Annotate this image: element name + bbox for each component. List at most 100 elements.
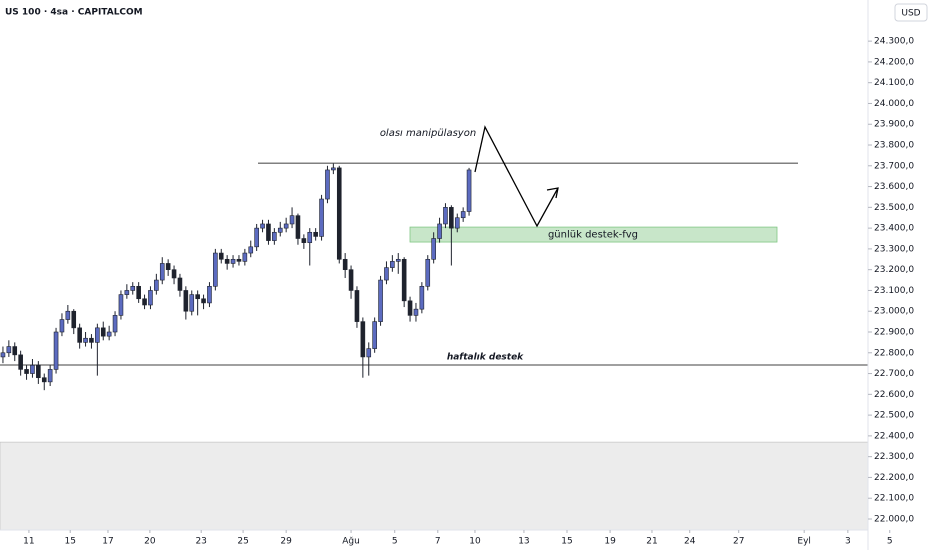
annotation: haftalık destek xyxy=(447,353,524,363)
arrow-head xyxy=(546,187,559,199)
candle-body xyxy=(378,279,383,322)
y-tick-label: 24.200,0 xyxy=(874,57,914,67)
candle-body xyxy=(283,223,289,229)
y-tick-label: 23.000,0 xyxy=(874,307,914,317)
candle-body xyxy=(171,269,177,279)
y-tick-label: 22.800,0 xyxy=(874,348,914,358)
y-tick-label: 22.000,0 xyxy=(874,514,914,524)
x-tick-label: 21 xyxy=(646,537,657,547)
candle-body xyxy=(390,261,395,268)
candle-body xyxy=(307,231,313,243)
candle-body xyxy=(24,369,29,374)
candle-body xyxy=(36,364,41,379)
shaded-region xyxy=(0,441,869,531)
candle-body xyxy=(195,294,200,300)
x-tick-label: 29 xyxy=(280,537,292,547)
candle-body xyxy=(301,238,307,243)
y-tick-label: 23.700,0 xyxy=(874,161,914,171)
candle-body xyxy=(260,223,265,229)
candle-body xyxy=(272,231,277,241)
candle-body xyxy=(331,167,336,171)
x-tick-label: 17 xyxy=(102,537,113,547)
x-tick-label: 7 xyxy=(435,537,441,547)
candle-body xyxy=(425,258,431,287)
candle-body xyxy=(159,263,165,281)
y-tick-label: 22.200,0 xyxy=(874,473,914,483)
candle-body xyxy=(154,279,159,291)
x-tick-label: 25 xyxy=(237,537,248,547)
x-tick-label: 15 xyxy=(64,537,75,547)
candle-body xyxy=(142,298,147,306)
x-tick-label: 11 xyxy=(23,537,34,547)
x-tick-label: Ağu xyxy=(342,537,360,547)
candle-body xyxy=(77,327,82,343)
candle-body xyxy=(213,252,218,287)
candle-body xyxy=(254,227,259,248)
candle-body xyxy=(118,294,124,316)
candle-body xyxy=(266,223,271,241)
candle-body xyxy=(148,290,153,306)
candle-body xyxy=(201,298,206,304)
candle-body xyxy=(419,285,425,310)
candle-body xyxy=(177,277,183,291)
chart-title: US 100 · 4sa · CAPITALCOM xyxy=(5,8,143,18)
x-tick-label: 13 xyxy=(518,537,529,547)
candle-body xyxy=(207,285,212,304)
candle-body xyxy=(242,252,248,262)
price-scale xyxy=(868,0,932,550)
zone-label: günlük destek-fvg xyxy=(548,230,638,241)
x-tick-label: 5 xyxy=(887,537,893,547)
x-tick-label: 20 xyxy=(144,537,156,547)
candle-body xyxy=(454,217,460,229)
candle-body xyxy=(372,321,377,349)
candle-body xyxy=(83,337,88,343)
candle-body xyxy=(100,327,106,337)
y-tick-label: 22.300,0 xyxy=(874,452,914,462)
candle-body xyxy=(336,167,342,260)
y-tick-label: 22.400,0 xyxy=(874,431,914,441)
candle-body xyxy=(342,258,348,270)
currency-box[interactable] xyxy=(894,3,928,22)
x-tick-label: 24 xyxy=(684,537,696,547)
projection-arrow xyxy=(474,125,559,228)
plot-area: günlük destek-fvg xyxy=(0,162,869,531)
candle-body xyxy=(165,263,171,270)
candle-body xyxy=(189,294,195,312)
candle-body xyxy=(366,348,372,358)
candle-body xyxy=(130,285,136,291)
candle-body xyxy=(413,308,419,316)
y-tick-label: 23.200,0 xyxy=(874,265,914,275)
candle-body xyxy=(431,238,436,260)
candle-body xyxy=(218,252,224,260)
candle-body xyxy=(325,169,330,200)
candle-body xyxy=(401,258,407,302)
x-tick-label: 10 xyxy=(469,537,481,547)
candle-body xyxy=(384,267,389,281)
candle-body xyxy=(136,285,141,300)
candle-body xyxy=(18,354,23,370)
y-tick-label: 23.100,0 xyxy=(874,286,914,296)
candle-body xyxy=(313,231,318,237)
candle-body xyxy=(289,215,295,225)
y-tick-label: 23.300,0 xyxy=(874,244,914,254)
candle-body xyxy=(30,364,35,374)
candle-body xyxy=(360,321,366,358)
candle-body xyxy=(71,310,77,329)
candle-body xyxy=(89,337,94,343)
candle-body xyxy=(407,300,413,316)
candle-body xyxy=(12,346,18,356)
y-tick-label: 23.500,0 xyxy=(874,203,914,213)
x-tick-label: 19 xyxy=(604,537,616,547)
y-tick-label: 22.500,0 xyxy=(874,411,914,421)
y-tick-label: 22.600,0 xyxy=(874,390,914,400)
x-tick-label: 3 xyxy=(845,537,851,547)
candle-body xyxy=(183,290,189,312)
currency: USD xyxy=(901,9,920,19)
candle-body xyxy=(277,227,283,233)
candle-body xyxy=(6,346,12,354)
candle-body xyxy=(112,315,118,333)
candle-body xyxy=(47,369,53,383)
candle-body xyxy=(443,207,448,225)
